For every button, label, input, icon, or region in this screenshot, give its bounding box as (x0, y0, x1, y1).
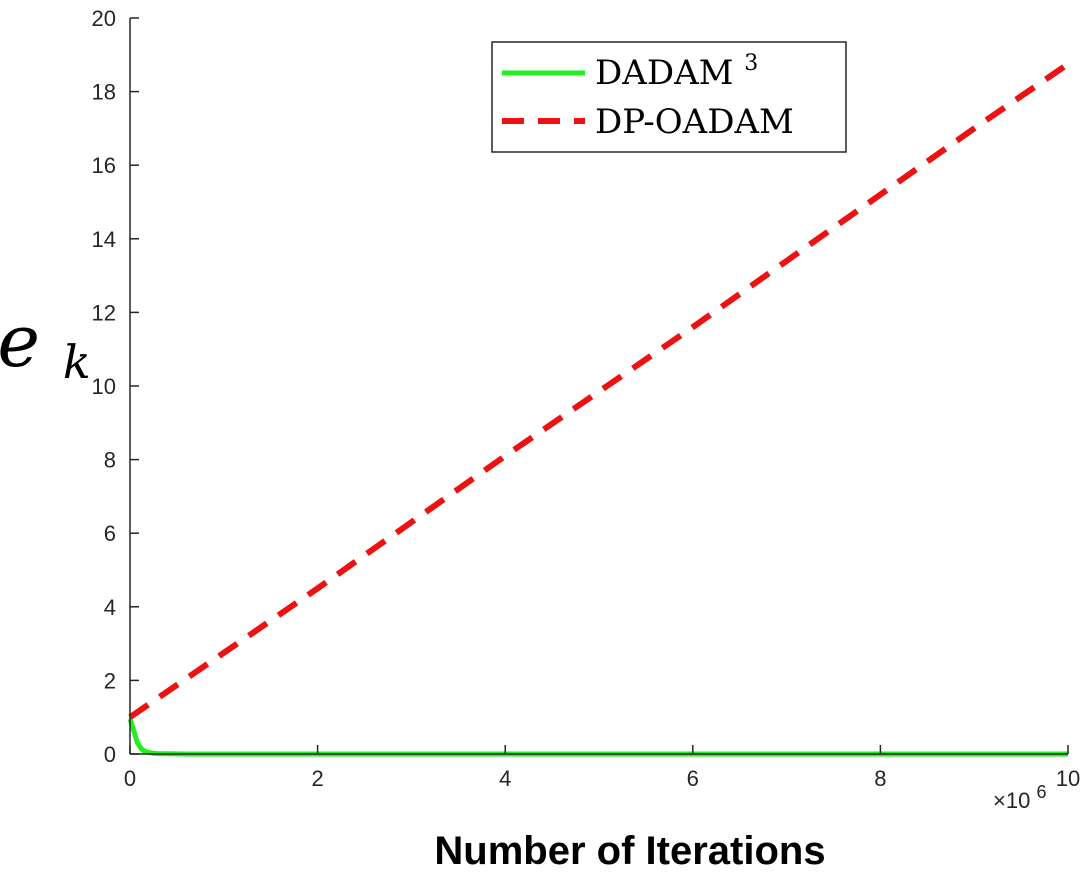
y-label-subscript: k (63, 335, 91, 389)
y-tick-label: 18 (92, 80, 116, 105)
y-tick-label: 16 (92, 153, 116, 178)
y-axis-label: e k (0, 299, 91, 389)
x-multiplier-base: ×10 (993, 788, 1030, 813)
y-tick-label: 6 (104, 521, 116, 546)
x-tick-label: 2 (311, 766, 323, 791)
y-label-base: e (0, 299, 40, 383)
x-multiplier-exponent: 6 (1036, 782, 1046, 802)
x-ticks: 0 2 4 6 8 10 (124, 745, 1080, 791)
y-tick-label: 8 (104, 448, 116, 473)
legend-label-dadam3-sup: 3 (744, 51, 758, 76)
y-tick-label: 4 (104, 595, 116, 620)
x-tick-label: 6 (687, 766, 699, 791)
x-tick-label: 4 (499, 766, 511, 791)
y-tick-label: 0 (104, 742, 116, 767)
y-tick-label: 10 (92, 374, 116, 399)
legend-box (491, 41, 847, 153)
x-tick-label: 10 (1056, 766, 1080, 791)
x-axis-label: Number of Iterations (434, 829, 825, 873)
legend-label-dp-oadam: DP-OADAM (595, 102, 794, 142)
y-ticks: 0 2 4 6 8 10 12 14 16 18 20 (92, 6, 139, 767)
y-tick-label: 12 (92, 300, 116, 325)
legend-label-dadam3-base: DADAM (595, 53, 733, 93)
x-tick-label: 0 (124, 766, 136, 791)
legend: DADAM 3 DP-OADAM (491, 41, 847, 153)
series-line-dp-oadam (128, 61, 1070, 720)
y-tick-label: 14 (92, 227, 116, 252)
x-axis-multiplier: ×10 6 (993, 782, 1046, 813)
y-tick-label: 2 (104, 668, 116, 693)
x-tick-label: 8 (874, 766, 886, 791)
y-tick-label: 20 (92, 6, 116, 31)
legend-label-dadam3: DADAM 3 (595, 51, 758, 93)
